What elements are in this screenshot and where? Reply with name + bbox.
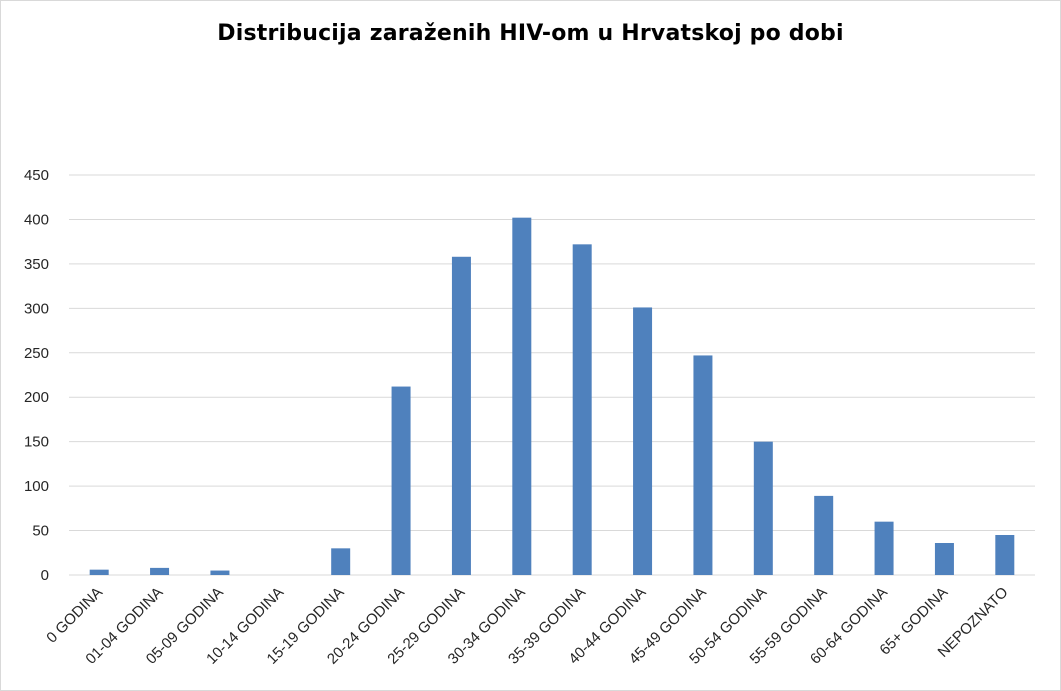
bar-0-godina <box>89 569 109 575</box>
bar-30-34-godina <box>512 217 532 575</box>
y-tick-label: 150 <box>24 434 49 451</box>
bar-40-44-godina <box>633 307 653 575</box>
y-tick-label: 200 <box>24 389 49 406</box>
y-axis-tick-labels: 0 50 100 150 200 250 300 350 400 450 <box>24 167 49 584</box>
bar-15-19-godina <box>331 548 351 575</box>
bar-25-29-godina <box>451 256 471 575</box>
y-tick-label: 100 <box>24 478 49 495</box>
x-tick-label: 0 GODINA <box>43 584 106 647</box>
bar-60-64-godina <box>874 521 894 575</box>
y-tick-label: 350 <box>24 256 49 273</box>
bar-45-49-godina <box>693 355 713 575</box>
gridlines <box>69 174 1035 576</box>
bar-05-09-godina <box>210 570 230 575</box>
bar-35-39-godina <box>572 244 592 576</box>
bar-nepoznato <box>995 535 1015 575</box>
bar-50-54-godina <box>753 441 773 575</box>
y-tick-label: 300 <box>24 300 49 317</box>
chart-title: Distribucija zaraženih HIV-om u Hrvatsko… <box>217 21 844 46</box>
bars <box>89 217 1015 576</box>
bar-55-59-godina <box>814 495 834 575</box>
y-tick-label: 50 <box>32 523 49 540</box>
y-tick-label: 250 <box>24 345 49 362</box>
bar-01-04-godina <box>150 567 170 575</box>
y-tick-label: 400 <box>24 211 49 228</box>
bar-65-godina <box>934 543 954 575</box>
bar-20-24-godina <box>391 386 411 575</box>
y-tick-label: 450 <box>24 167 49 184</box>
y-tick-label: 0 <box>41 567 49 584</box>
